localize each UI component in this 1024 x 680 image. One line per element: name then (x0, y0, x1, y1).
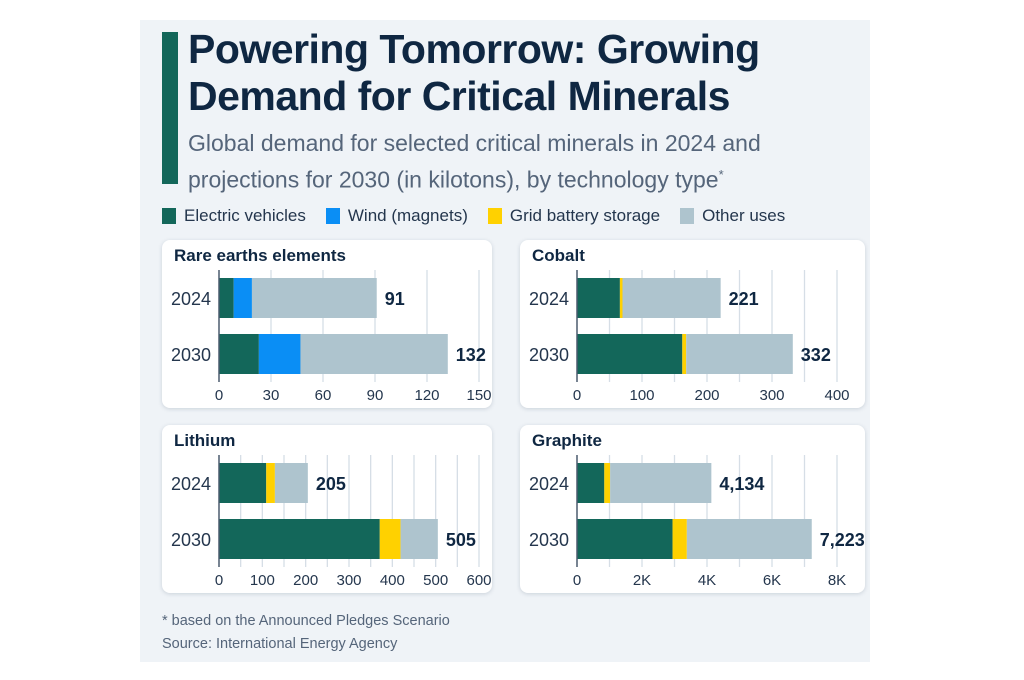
bar-segment-grid-battery-storage (379, 519, 401, 559)
panel-cobalt: Cobalt 2024 221 2030 332 0 100 200 300 400 (520, 240, 865, 408)
x-tick-label: 400 (824, 387, 849, 404)
legend-swatch-other (680, 208, 695, 224)
bar-segment-other-uses (610, 463, 712, 503)
legend-label: Grid battery storage (509, 206, 661, 225)
bar-segment-electric-vehicles (577, 519, 673, 559)
chart-lithium: 2024 205 2030 505 0 100 200 300 400 500 600 (171, 455, 492, 589)
x-tick-label: 90 (367, 387, 384, 404)
legend-item-wind: Wind (magnets) (325, 206, 468, 226)
total-label: 205 (316, 474, 346, 494)
x-tick-label: 120 (414, 387, 439, 404)
legend: Electric vehicles Wind (magnets) Grid ba… (162, 206, 785, 226)
bar-segment-grid-battery-storage (604, 463, 611, 503)
scenario-note: * based on the Announced Pledges Scenari… (162, 613, 450, 629)
x-tick-label: 4K (698, 572, 716, 589)
x-tick-label: 200 (293, 572, 318, 589)
legend-label: Wind (magnets) (347, 206, 468, 225)
subtitle-footnote-marker: * (718, 167, 724, 182)
bar-segment-other-uses (251, 278, 377, 318)
bar-segment-wind-magnets (258, 334, 301, 374)
panel-title: Graphite (532, 431, 602, 450)
bar-segment-electric-vehicles (219, 278, 234, 318)
category-label: 2030 (529, 530, 569, 550)
x-tick-label: 0 (215, 387, 223, 404)
legend-label: Electric vehicles (184, 206, 306, 225)
x-tick-label: 30 (263, 387, 280, 404)
bar-segment-grid-battery-storage (672, 519, 687, 559)
infographic-card: Powering Tomorrow: Growing Demand for Cr… (140, 20, 870, 662)
bar-segment-other-uses (300, 334, 448, 374)
total-label: 4,134 (719, 474, 764, 494)
x-tick-label: 6K (763, 572, 781, 589)
chart-subtitle: Global demand for selected critical mine… (188, 128, 868, 196)
x-tick-label: 0 (573, 572, 581, 589)
category-label: 2024 (529, 474, 569, 494)
total-label: 7,223 (820, 530, 865, 550)
subtitle-text: Global demand for selected critical mine… (188, 130, 761, 193)
legend-item-other-uses: Other uses (680, 206, 785, 226)
total-label: 505 (446, 530, 476, 550)
legend-item-electric-vehicles: Electric vehicles (162, 206, 306, 226)
x-tick-label: 300 (759, 387, 784, 404)
category-label: 2030 (529, 345, 569, 365)
bar-segment-other-uses (686, 334, 793, 374)
category-label: 2024 (171, 474, 211, 494)
panel-title: Rare earths elements (174, 246, 346, 265)
bar-segment-electric-vehicles (577, 334, 683, 374)
panel-rare-earths: Rare earths elements 2024 91 2030 132 0 30 60 9… (162, 240, 492, 408)
bar-segment-electric-vehicles (219, 463, 267, 503)
x-tick-label: 0 (573, 387, 581, 404)
category-label: 2030 (171, 345, 211, 365)
total-label: 332 (801, 345, 831, 365)
legend-item-grid-battery: Grid battery storage (487, 206, 661, 226)
legend-swatch-ev (162, 208, 176, 224)
chart-cobalt: 2024 221 2030 332 0 100 200 300 400 (529, 270, 850, 404)
panel-title: Cobalt (532, 246, 585, 265)
x-tick-label: 8K (828, 572, 846, 589)
bar-segment-grid-battery-storage (619, 278, 623, 318)
x-tick-label: 150 (466, 387, 491, 404)
panel-lithium: Lithium 2024 205 2030 505 0 100 200 300 400 500 60… (162, 425, 492, 593)
legend-swatch-grid (487, 208, 502, 224)
bar-segment-other-uses (622, 278, 721, 318)
title-accent-bar (162, 32, 178, 184)
chart-graphite: 2024 4,134 2030 7,223 0 2K 4K 6K 8K (529, 455, 865, 589)
x-tick-label: 2K (633, 572, 651, 589)
total-label: 91 (385, 289, 405, 309)
x-tick-label: 300 (336, 572, 361, 589)
bar-segment-electric-vehicles (577, 463, 605, 503)
panel-graphite: Graphite 2024 4,134 2030 7,223 0 2K 4K 6K 8K (520, 425, 865, 593)
x-tick-label: 200 (694, 387, 719, 404)
legend-label: Other uses (702, 206, 786, 225)
category-label: 2024 (529, 289, 569, 309)
source-note: Source: International Energy Agency (162, 636, 398, 652)
bar-segment-grid-battery-storage (266, 463, 275, 503)
x-tick-label: 100 (629, 387, 654, 404)
footnote: * based on the Announced Pledges Scenari… (162, 610, 450, 656)
total-label: 132 (456, 345, 486, 365)
chart-rare-earths: 2024 91 2030 132 0 30 60 90 120 150 (171, 270, 492, 404)
x-tick-label: 600 (466, 572, 491, 589)
x-tick-label: 400 (380, 572, 405, 589)
x-tick-label: 0 (215, 572, 223, 589)
bar-segment-electric-vehicles (219, 519, 380, 559)
bar-segment-wind-magnets (233, 278, 252, 318)
bar-segment-other-uses (274, 463, 308, 503)
bar-segment-other-uses (686, 519, 812, 559)
bar-segment-grid-battery-storage (682, 334, 687, 374)
bar-segment-electric-vehicles (577, 278, 620, 318)
chart-title: Powering Tomorrow: Growing Demand for Cr… (188, 26, 760, 119)
panel-title: Lithium (174, 431, 236, 450)
category-label: 2024 (171, 289, 211, 309)
x-tick-label: 100 (250, 572, 275, 589)
bar-segment-other-uses (400, 519, 438, 559)
x-tick-label: 500 (423, 572, 448, 589)
total-label: 221 (729, 289, 759, 309)
x-tick-label: 60 (315, 387, 332, 404)
legend-swatch-wind (325, 208, 340, 224)
category-label: 2030 (171, 530, 211, 550)
bar-segment-electric-vehicles (219, 334, 259, 374)
